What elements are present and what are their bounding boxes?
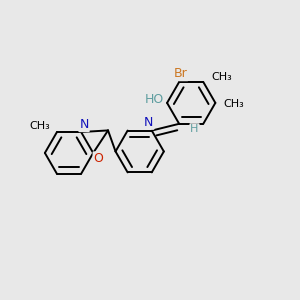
Text: Br: Br xyxy=(174,67,188,80)
Text: CH₃: CH₃ xyxy=(30,121,50,131)
Text: O: O xyxy=(94,152,103,165)
Text: CH₃: CH₃ xyxy=(224,99,244,110)
Text: HO: HO xyxy=(144,93,164,106)
Text: CH₃: CH₃ xyxy=(212,72,232,82)
Text: N: N xyxy=(80,118,89,131)
Text: N: N xyxy=(144,116,154,129)
Text: H: H xyxy=(190,124,199,134)
